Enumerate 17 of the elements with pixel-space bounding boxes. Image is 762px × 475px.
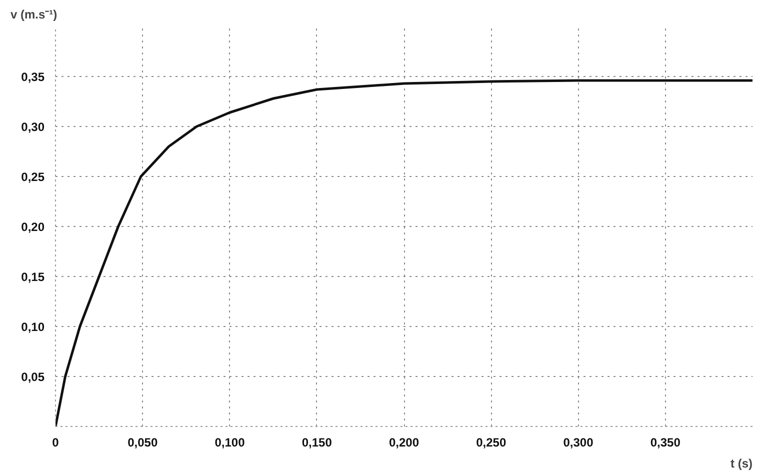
y-tick-label: 0,10 — [21, 320, 45, 334]
x-tick-label: 0,150 — [302, 436, 332, 450]
y-tick-label: 0,35 — [21, 70, 45, 84]
y-tick-label: 0,20 — [21, 220, 45, 234]
y-tick-label: 0,25 — [21, 170, 45, 184]
x-tick-label: 0,050 — [128, 436, 158, 450]
x-tick-label: 0,350 — [650, 436, 681, 450]
y-axis-title: v (m.s⁻¹) — [10, 8, 58, 22]
y-tick-label: 0,30 — [21, 120, 45, 134]
y-tick-label: 0,15 — [21, 270, 45, 284]
x-tick-label: 0,100 — [214, 436, 246, 450]
x-axis-title: t (s) — [730, 456, 753, 470]
x-tick-label: 0 — [52, 436, 60, 450]
y-tick-label: 0,05 — [21, 370, 45, 384]
x-tick-label: 0,200 — [388, 436, 420, 450]
x-tick-label: 0,250 — [476, 436, 506, 450]
x-tick-label: 0,300 — [563, 436, 594, 450]
